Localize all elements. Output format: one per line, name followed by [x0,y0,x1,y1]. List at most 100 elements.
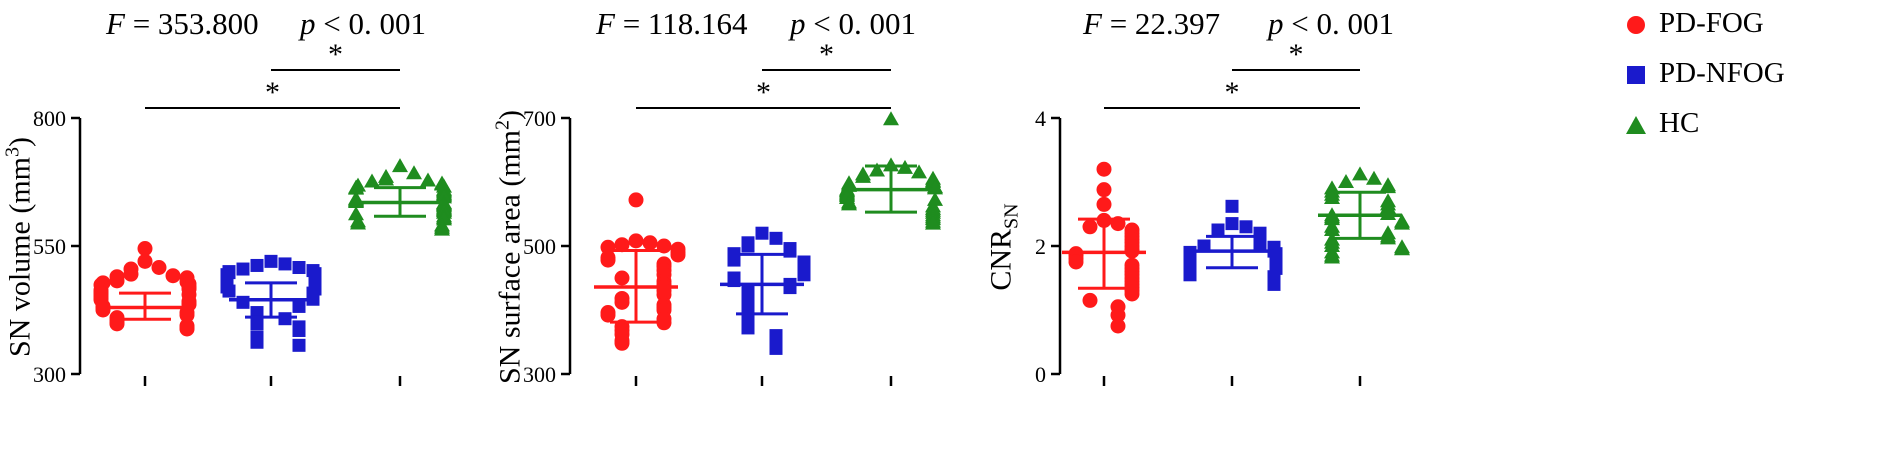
data-point-square [236,262,250,276]
data-point-square [1225,217,1239,231]
data-point-circle [628,233,644,249]
data-point-square [797,268,811,282]
data-point-triangle [883,157,899,172]
data-point-square [222,284,236,298]
data-point-circle [1082,219,1098,235]
data-point-circle [1082,292,1098,308]
data-point-square [264,254,278,268]
panel-cnr-sn: F = 22.397 p < 0. 001 CNRSN 0 2 4 * * [985,6,1410,387]
y-tick-label: 500 [523,234,556,259]
plot-area: 300 550 800 * * [33,38,452,387]
plot-area: 300 500 700 * * [523,38,943,387]
data-point-circle [1096,161,1112,177]
significance-star: * [1225,76,1240,109]
data-point-triangle [434,221,450,236]
y-tick-label: 4 [1035,106,1046,131]
f-value: = 22.397 [1109,6,1221,41]
stats-text: F = 118.164 [596,6,748,42]
data-point-triangle [841,196,857,211]
data-point-square [292,338,306,352]
data-point-triangle [392,158,408,173]
data-point-circle [1096,196,1112,212]
plot-area: 0 2 4 * * [1035,38,1410,387]
data-point-triangle [1324,222,1340,236]
data-point-square [1253,238,1267,252]
data-point-triangle [855,168,871,183]
f-value: = 118.164 [622,6,748,41]
f-label: F [106,6,125,41]
data-point-circle [642,235,658,251]
data-point-square [292,261,306,275]
data-point-square [1267,277,1281,291]
data-point-square [741,239,755,253]
data-point-triangle [406,165,422,180]
p-label: p [1268,6,1284,41]
significance-star: * [1289,38,1304,71]
legend-label: PD-NFOG [1659,57,1785,89]
data-point-circle [1110,318,1126,334]
data-point-triangle [1324,249,1340,264]
y-tick-label: 300 [33,362,66,387]
data-point-circle [137,241,153,257]
significance-star: * [328,38,343,71]
data-point-triangle [364,173,380,188]
y-tick-label: 800 [33,106,66,131]
data-point-square [250,317,264,331]
data-point-triangle [1324,190,1340,204]
data-point-triangle [911,164,927,179]
stats-text: F = 22.397 [1083,6,1220,42]
stats-p-text: p < 0. 001 [1268,6,1394,42]
data-point-square [250,258,264,272]
significance-star: * [819,38,834,71]
data-point-triangle [378,171,394,186]
y-tick-label: 700 [523,106,556,131]
panel-sn-volume: F = 353.800 p < 0. 001 SN volume (mm3) 3… [0,0,560,470]
data-point-triangle [420,172,436,187]
data-point-circle [1096,182,1112,198]
data-point-triangle [883,111,899,126]
data-point-square [1211,223,1225,237]
data-point-circle [1124,286,1140,302]
f-label: F [1083,6,1102,41]
y-tick-label: 0 [1035,362,1046,387]
data-point-circle [123,266,139,282]
data-point-square [741,321,755,335]
data-point-circle [137,253,153,269]
stats-p-text: p < 0. 001 [300,6,426,42]
panel-sn-surface-area: F = 118.164 p < 0. 001 SN surface area (… [492,6,943,387]
data-point-circle [614,270,630,286]
data-point-triangle [869,162,885,177]
data-point-square [727,253,741,267]
data-point-square [308,272,322,286]
data-point-triangle [350,215,366,230]
data-point-triangle [1366,170,1382,185]
data-point-triangle [925,215,941,230]
p-value: < 0. 001 [323,6,426,41]
data-point-circle [614,335,630,351]
data-point-circle [165,268,181,284]
data-point-circle [109,273,125,289]
triangle-marker-icon [1626,116,1646,134]
significance-star: * [756,76,771,109]
data-point-triangle [1380,179,1396,194]
f-value: = 353.800 [132,6,259,41]
data-point-triangle [348,193,364,208]
data-point-triangle [1324,211,1340,226]
data-point-triangle [348,180,364,195]
data-point-square [1183,268,1197,282]
p-value: < 0. 001 [813,6,916,41]
data-point-square [755,226,769,240]
y-tick-label: 2 [1035,234,1046,259]
data-point-circle [179,307,195,323]
data-point-circle [670,247,686,263]
data-point-square [1197,239,1211,253]
data-point-triangle [348,206,364,221]
f-label: F [596,6,615,41]
legend-label: HC [1659,107,1700,139]
y-tick-label: 300 [523,362,556,387]
p-label: p [300,6,316,41]
data-point-triangle [1352,166,1368,181]
p-value: < 0. 001 [1291,6,1394,41]
data-point-circle [600,252,616,268]
